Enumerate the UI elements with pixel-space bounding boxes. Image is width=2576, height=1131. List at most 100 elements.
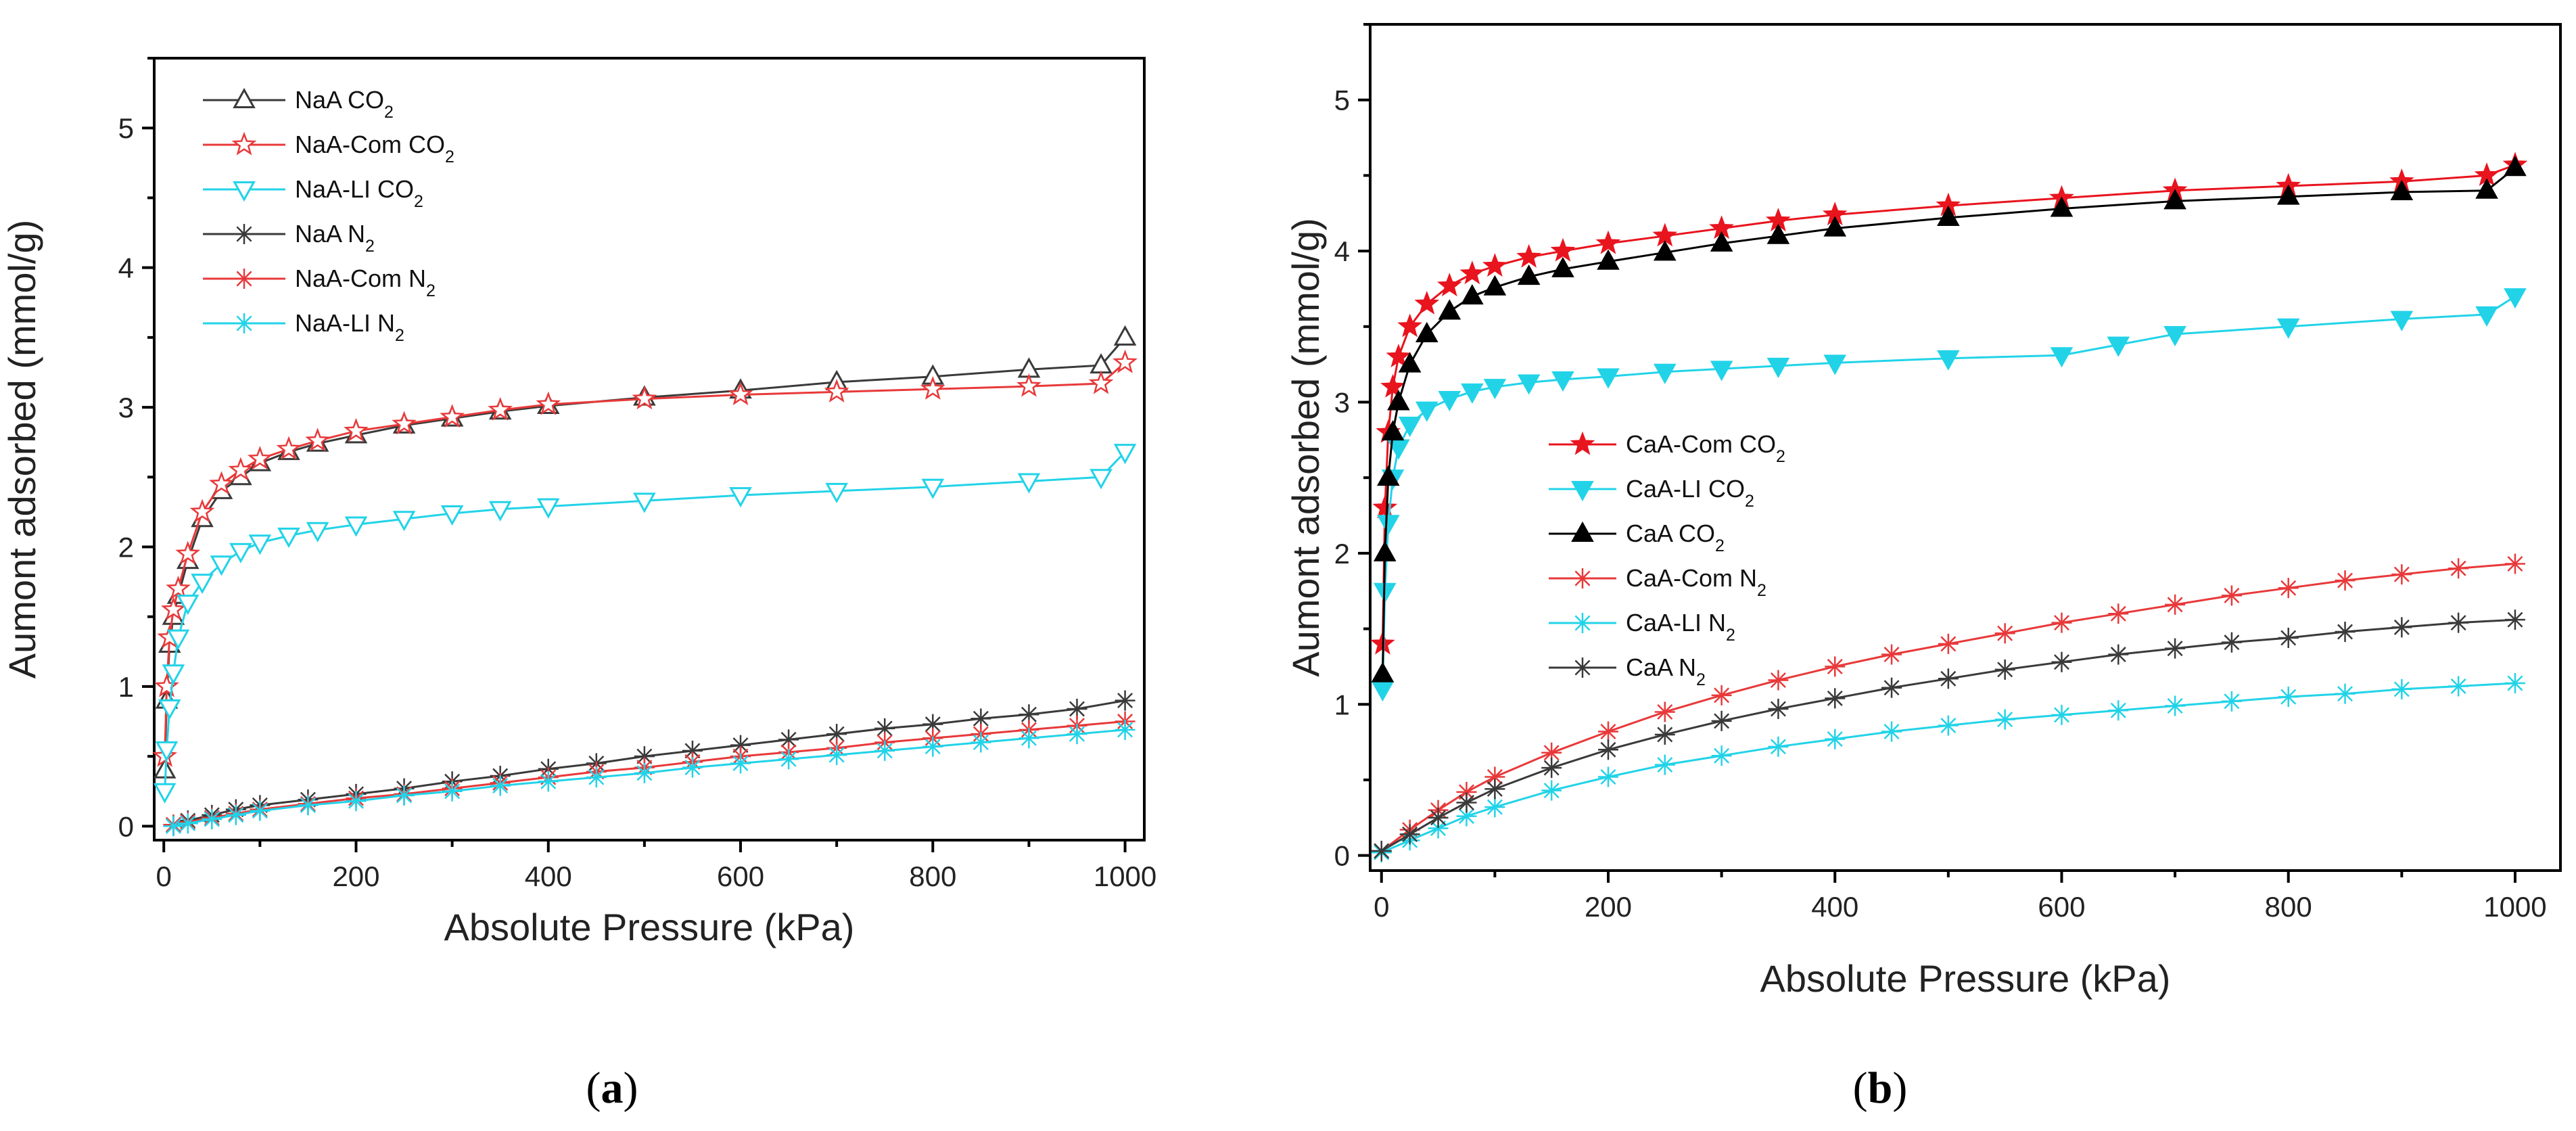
legend-marker [1571, 521, 1594, 542]
y-axis-title: Aumont adsorbed (mmol/g) [1284, 218, 1327, 677]
data-point [189, 499, 215, 523]
data-point [166, 576, 191, 600]
data-point [1115, 690, 1135, 711]
data-point [1551, 371, 1574, 392]
data-point [1115, 719, 1135, 740]
data-point [1371, 680, 1395, 702]
data-point [1377, 465, 1400, 486]
data-point [209, 471, 234, 495]
y-axis-title: Aumont adsorbed (mmol/g) [1, 220, 43, 679]
data-point [1398, 416, 1422, 438]
legend-entry: CaA-LI CO2 [1549, 475, 1754, 511]
legend-marker [234, 269, 254, 289]
data-point [306, 522, 329, 543]
x-tick-label: 400 [525, 860, 572, 892]
data-point [2448, 612, 2469, 633]
data-point [440, 404, 465, 428]
data-point [166, 629, 190, 650]
data-point [2051, 651, 2072, 672]
data-point [1113, 325, 1137, 346]
data-point [1768, 670, 1789, 691]
data-point [250, 800, 271, 821]
y-tick-label: 4 [1334, 235, 1350, 267]
data-point [1018, 704, 1039, 725]
data-point [2051, 704, 2072, 725]
data-point [632, 386, 657, 410]
data-point [2107, 336, 2130, 357]
data-point [1371, 662, 1395, 683]
data-point [1399, 824, 1420, 845]
data-point [2335, 570, 2356, 591]
legend-label: CaA CO2 [1626, 520, 1725, 555]
data-point [1711, 685, 1732, 706]
series-naa-com-co2 [152, 349, 1138, 767]
legend-label: CaA-LI CO2 [1626, 475, 1754, 511]
data-point [2163, 325, 2186, 347]
y-tick-label: 2 [118, 532, 134, 563]
legend-entry: NaA-LI CO2 [203, 175, 423, 211]
data-point [1768, 698, 1789, 719]
data-point [586, 767, 607, 788]
data-point [1550, 237, 1576, 262]
legend-label: CaA-LI N2 [1626, 609, 1735, 645]
data-point [1938, 633, 1959, 654]
data-point [1516, 244, 1541, 268]
data-point [1597, 368, 1620, 389]
data-point [1437, 273, 1462, 297]
data-point [163, 816, 184, 837]
series-caa-com-n2 [1371, 553, 2525, 861]
plot-frame [153, 57, 1146, 841]
legend-marker [1572, 568, 1593, 588]
data-point [2278, 687, 2299, 708]
legend-marker [1572, 657, 1593, 678]
data-point [1768, 736, 1789, 757]
data-point [2165, 638, 2186, 659]
series-line [164, 361, 1126, 757]
data-point [1067, 724, 1087, 745]
data-point [730, 753, 751, 774]
data-point [1598, 766, 1618, 787]
data-point [394, 785, 415, 806]
x-tick-label: 200 [1585, 891, 1632, 923]
y-tick-label: 1 [1334, 689, 1350, 720]
series-caa-co2 [1371, 156, 2527, 683]
x-tick-label: 600 [2038, 891, 2085, 923]
data-point [874, 740, 895, 761]
data-point [1373, 540, 1397, 561]
data-point [298, 795, 319, 816]
data-point [1541, 758, 1562, 779]
data-point [442, 781, 463, 802]
data-point [1428, 807, 1449, 828]
data-point [1414, 290, 1440, 315]
data-point [1881, 677, 1902, 698]
legend-marker [233, 87, 256, 108]
data-point [1597, 249, 1620, 270]
data-point [1598, 739, 1618, 760]
data-point [210, 555, 233, 576]
plot-frame [1369, 23, 2562, 872]
data-point [1461, 383, 1484, 404]
x-tick-label: 200 [332, 860, 379, 892]
data-point [826, 724, 847, 745]
data-point [2390, 179, 2414, 200]
data-point [1088, 370, 1114, 394]
data-point [538, 771, 559, 792]
data-point [344, 417, 369, 442]
data-point [1994, 709, 2015, 730]
legend-marker [1572, 613, 1593, 633]
data-point [2108, 644, 2129, 665]
y-tick-label: 4 [118, 252, 134, 284]
data-point [248, 446, 273, 470]
data-point [162, 664, 185, 685]
series-naa-li-n2 [163, 719, 1135, 837]
legend-label: NaA-Com CO2 [295, 131, 454, 166]
legend-entry: CaA CO2 [1549, 520, 1725, 555]
legend-label: NaA-LI CO2 [295, 175, 423, 211]
data-point [440, 505, 464, 526]
data-point [229, 543, 252, 563]
data-point [1398, 352, 1422, 373]
data-point [1598, 721, 1618, 742]
data-point [2108, 700, 2129, 721]
data-point [392, 511, 416, 532]
